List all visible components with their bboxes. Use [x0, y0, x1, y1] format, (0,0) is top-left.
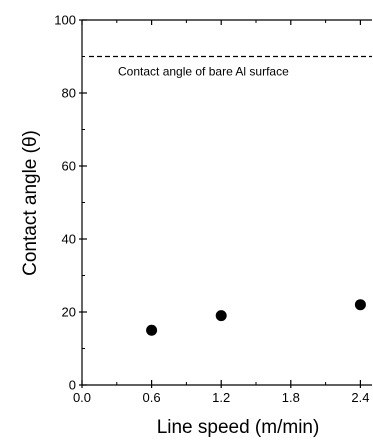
x-tick-label: 0.6	[143, 390, 161, 405]
reference-line-label: Contact angle of bare Al surface	[118, 65, 289, 79]
x-tick-label: 1.8	[282, 390, 300, 405]
y-tick-label: 20	[62, 305, 76, 320]
data-point	[354, 299, 366, 311]
y-tick-label: 40	[62, 232, 76, 247]
reference-line-group: Contact angle of bare Al surface	[89, 55, 372, 79]
axes: 0 20 40 60 80 100 0.0 0.6 1.2 1.8 2.4	[54, 13, 372, 405]
data-point	[215, 310, 227, 322]
data-point	[146, 324, 158, 336]
y-tick-label: 0	[69, 378, 76, 393]
y-axis-title: Contact angle (θ)	[20, 130, 41, 276]
y-tick-label: 80	[62, 86, 76, 101]
x-tick-label: 2.4	[351, 390, 369, 405]
x-tick-label: 0.0	[73, 390, 91, 405]
x-tick-label: 1.2	[212, 390, 230, 405]
y-tick-label: 60	[62, 159, 76, 174]
data-points	[146, 299, 366, 336]
x-axis-title: Line speed (m/min)	[157, 417, 320, 438]
y-tick-label: 100	[54, 13, 76, 28]
